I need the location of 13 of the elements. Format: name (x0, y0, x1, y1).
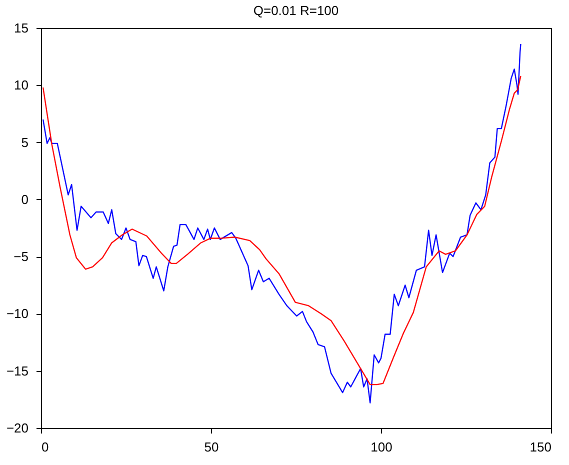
y-tick-label: −15 (6, 363, 28, 378)
x-tick-label: 150 (530, 440, 552, 454)
y-tick-label: 10 (14, 78, 28, 93)
x-tick-label: 100 (370, 440, 392, 454)
chart-title: Q=0.01 R=100 (253, 3, 339, 18)
y-tick-label: −20 (6, 420, 28, 436)
x-tick-label: 0 (42, 440, 49, 454)
y-tick-label: 5 (21, 134, 28, 150)
x-tick-label: 50 (204, 440, 219, 454)
y-tick-label: 15 (14, 20, 28, 36)
y-tick-label: −10 (6, 306, 28, 322)
y-tick-label: 0 (21, 192, 28, 207)
y-tick-label: −5 (14, 249, 28, 264)
